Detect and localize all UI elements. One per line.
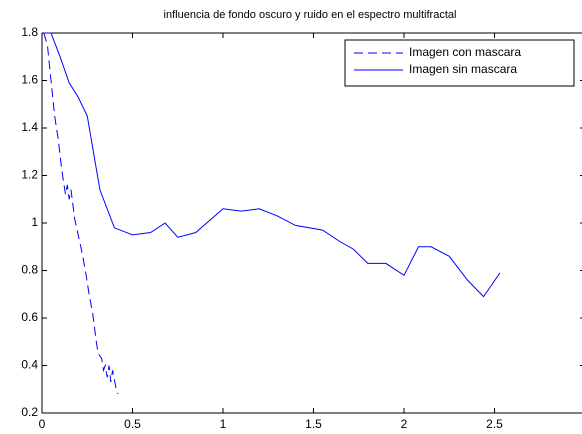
legend-label: Imagen sin mascara [409, 62, 517, 76]
x-tick-label: 0.5 [124, 417, 141, 431]
plot-area [41, 32, 582, 414]
y-tick-label: 0.8 [21, 263, 38, 277]
x-tick-label: 0 [39, 417, 46, 431]
legend-box [344, 39, 575, 87]
y-tick-label: 1 [31, 215, 38, 229]
y-tick-label: 1.8 [21, 25, 38, 39]
y-tick-label: 0.2 [21, 405, 38, 419]
chart-title: influencia de fondo oscuro y ruido en el… [164, 9, 457, 21]
data-line [43, 32, 501, 298]
y-tick-label: 1.6 [21, 73, 38, 87]
y-tick-label: 1.2 [21, 168, 38, 182]
y-tick-label: 0.6 [21, 310, 38, 324]
x-tick-label: 1.5 [305, 417, 322, 431]
x-tick-label: 2.5 [486, 417, 503, 431]
legend-label: Imagen con mascara [409, 45, 521, 59]
x-tick-label: 2 [401, 417, 408, 431]
x-tick-label: 1 [220, 417, 227, 431]
y-tick-label: 0.4 [21, 358, 38, 372]
y-tick-label: 1.4 [21, 120, 38, 134]
